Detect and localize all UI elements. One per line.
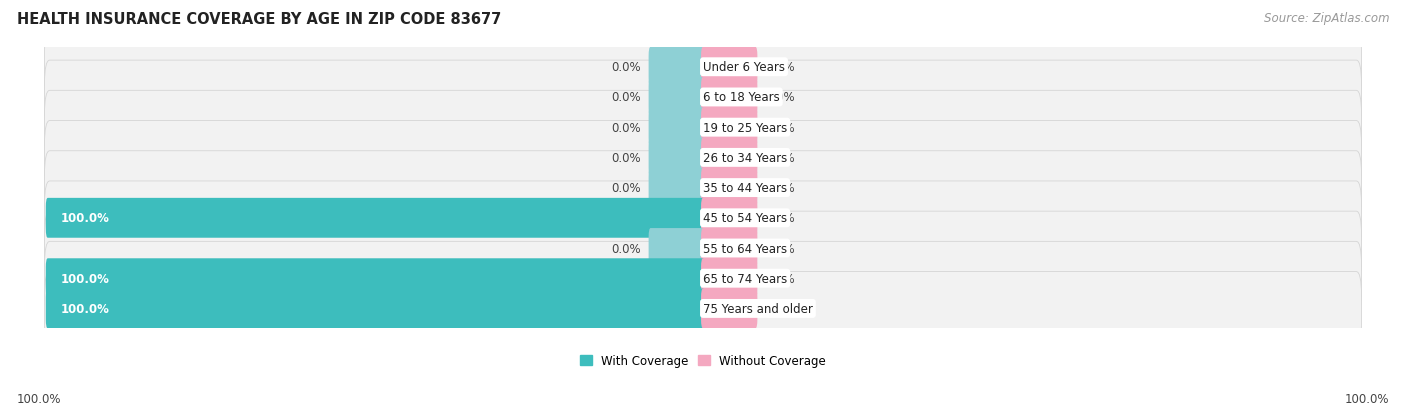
FancyBboxPatch shape <box>702 228 758 268</box>
Text: 0.0%: 0.0% <box>765 272 794 285</box>
FancyBboxPatch shape <box>45 121 1361 195</box>
FancyBboxPatch shape <box>46 198 704 238</box>
FancyBboxPatch shape <box>702 48 758 88</box>
Text: 0.0%: 0.0% <box>765 302 794 315</box>
Text: 100.0%: 100.0% <box>1344 392 1389 405</box>
FancyBboxPatch shape <box>45 152 1361 225</box>
Text: 55 to 64 Years: 55 to 64 Years <box>703 242 787 255</box>
Text: 75 Years and older: 75 Years and older <box>703 302 813 315</box>
Text: 0.0%: 0.0% <box>612 182 641 195</box>
FancyBboxPatch shape <box>45 181 1361 255</box>
FancyBboxPatch shape <box>45 242 1361 315</box>
FancyBboxPatch shape <box>46 289 704 329</box>
Text: 100.0%: 100.0% <box>60 212 110 225</box>
Text: 100.0%: 100.0% <box>60 302 110 315</box>
Text: 0.0%: 0.0% <box>612 152 641 164</box>
FancyBboxPatch shape <box>702 168 758 208</box>
Text: 0.0%: 0.0% <box>612 91 641 104</box>
FancyBboxPatch shape <box>648 48 704 88</box>
Text: 0.0%: 0.0% <box>612 61 641 74</box>
FancyBboxPatch shape <box>702 198 758 238</box>
FancyBboxPatch shape <box>648 168 704 208</box>
Text: 45 to 54 Years: 45 to 54 Years <box>703 212 787 225</box>
Text: 0.0%: 0.0% <box>612 121 641 134</box>
FancyBboxPatch shape <box>45 211 1361 285</box>
FancyBboxPatch shape <box>45 272 1361 345</box>
FancyBboxPatch shape <box>702 259 758 299</box>
Text: 26 to 34 Years: 26 to 34 Years <box>703 152 787 164</box>
Text: 0.0%: 0.0% <box>765 242 794 255</box>
Text: Under 6 Years: Under 6 Years <box>703 61 785 74</box>
Text: HEALTH INSURANCE COVERAGE BY AGE IN ZIP CODE 83677: HEALTH INSURANCE COVERAGE BY AGE IN ZIP … <box>17 12 501 27</box>
Text: 0.0%: 0.0% <box>765 182 794 195</box>
FancyBboxPatch shape <box>648 228 704 268</box>
Text: 35 to 44 Years: 35 to 44 Years <box>703 182 787 195</box>
Text: Source: ZipAtlas.com: Source: ZipAtlas.com <box>1264 12 1389 25</box>
FancyBboxPatch shape <box>702 138 758 178</box>
Text: 0.0%: 0.0% <box>765 91 794 104</box>
FancyBboxPatch shape <box>702 78 758 118</box>
FancyBboxPatch shape <box>702 289 758 329</box>
Text: 100.0%: 100.0% <box>60 272 110 285</box>
FancyBboxPatch shape <box>45 31 1361 104</box>
Text: 0.0%: 0.0% <box>765 121 794 134</box>
FancyBboxPatch shape <box>648 138 704 178</box>
FancyBboxPatch shape <box>648 78 704 118</box>
Legend: With Coverage, Without Coverage: With Coverage, Without Coverage <box>579 354 827 367</box>
FancyBboxPatch shape <box>702 108 758 148</box>
Text: 6 to 18 Years: 6 to 18 Years <box>703 91 780 104</box>
Text: 19 to 25 Years: 19 to 25 Years <box>703 121 787 134</box>
FancyBboxPatch shape <box>46 259 704 299</box>
Text: 100.0%: 100.0% <box>17 392 62 405</box>
Text: 0.0%: 0.0% <box>765 152 794 164</box>
Text: 0.0%: 0.0% <box>765 61 794 74</box>
FancyBboxPatch shape <box>45 91 1361 165</box>
FancyBboxPatch shape <box>648 108 704 148</box>
Text: 0.0%: 0.0% <box>612 242 641 255</box>
FancyBboxPatch shape <box>45 61 1361 135</box>
Text: 0.0%: 0.0% <box>765 212 794 225</box>
Text: 65 to 74 Years: 65 to 74 Years <box>703 272 787 285</box>
